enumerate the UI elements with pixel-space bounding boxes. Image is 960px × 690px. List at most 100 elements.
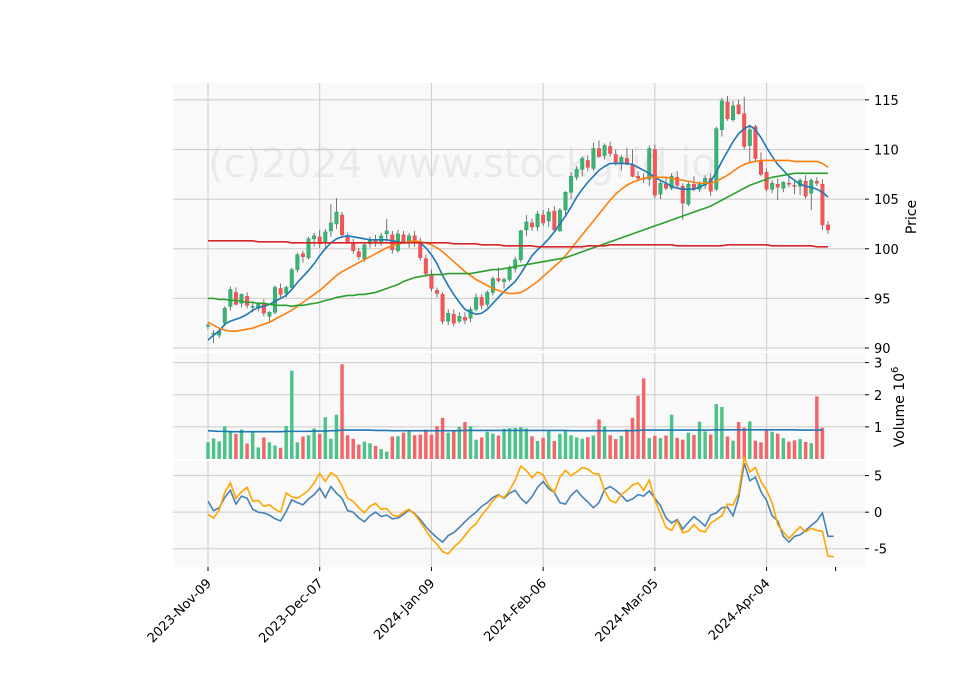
volume-bar — [697, 421, 702, 459]
candle-body — [636, 176, 641, 179]
candle-body — [786, 183, 791, 185]
candle-body — [340, 214, 345, 236]
volume-bar — [798, 439, 802, 459]
volume-bar — [446, 432, 450, 459]
candle-body — [597, 148, 601, 157]
candle-body — [479, 297, 484, 306]
candle-body — [557, 209, 562, 232]
volume-bar — [340, 364, 344, 459]
volume-bar — [558, 433, 562, 459]
volume-bar — [306, 435, 311, 459]
candle-body — [429, 274, 434, 289]
volume-bar — [552, 441, 557, 459]
volume-bar — [217, 441, 221, 459]
oscillator-y-tick-label: 0 — [874, 506, 882, 521]
price-y-tick-label: 100 — [874, 243, 899, 258]
volume-bar — [636, 395, 640, 459]
volume-bar — [519, 427, 523, 459]
price-y-tick-label: 105 — [874, 193, 899, 208]
volume-bar — [284, 425, 288, 459]
candle-body — [384, 230, 389, 235]
oscillator-grid — [173, 461, 865, 567]
x-tick-label: 2024-Apr-04 — [706, 576, 773, 643]
oscillator-y-tick-label: -5 — [874, 543, 887, 558]
candle-body — [457, 316, 462, 322]
price-moving-average-line — [207, 124, 829, 341]
oscillator-lines — [207, 454, 834, 558]
volume-bar — [703, 431, 707, 459]
candle-body — [703, 178, 708, 186]
volume-bar — [619, 435, 624, 459]
volume-bar — [278, 447, 283, 459]
volume-y-tick-label: 1 — [874, 421, 882, 436]
volume-bar — [708, 434, 713, 459]
volume-bar — [546, 430, 551, 459]
candle-body — [295, 254, 300, 270]
volume-bar — [809, 443, 813, 459]
candle-body — [490, 278, 495, 293]
volume-bar — [396, 436, 400, 459]
volume-axis-title: Volume 106 — [890, 367, 908, 448]
candle-body — [714, 128, 719, 190]
candle-body — [535, 213, 540, 228]
candle-body — [206, 324, 210, 327]
volume-bar — [312, 428, 316, 459]
candle-body — [731, 105, 736, 120]
candle-body — [563, 191, 568, 211]
candle-body — [781, 182, 786, 189]
volume-bar — [317, 433, 322, 459]
volume-bar — [658, 438, 663, 459]
candle-body — [423, 258, 428, 274]
oscillator-y-ticks: -5 0 5 — [865, 470, 887, 558]
candle-body — [775, 183, 780, 188]
volume-bar — [507, 428, 512, 459]
candle-body — [608, 146, 613, 154]
volume-bar — [418, 434, 422, 459]
candle-body — [725, 101, 730, 119]
volume-bar — [764, 429, 769, 459]
volume-bars — [206, 364, 825, 459]
candle-body — [239, 294, 244, 304]
candle-body — [345, 236, 350, 243]
candle-body — [502, 279, 507, 282]
volume-bar — [563, 430, 568, 459]
volume-moving-average — [207, 428, 823, 433]
volume-bar — [775, 433, 780, 459]
volume-bar — [329, 438, 333, 459]
volume-bar — [513, 427, 517, 459]
price-grid — [173, 83, 865, 351]
volume-y-ticks: 1 2 3 — [865, 357, 882, 436]
volume-y-tick-label: 3 — [874, 357, 882, 372]
volume-bar — [530, 436, 534, 459]
volume-bar — [234, 433, 238, 459]
volume-bar — [452, 430, 456, 459]
candle-body — [401, 234, 406, 243]
candle-body — [306, 238, 311, 258]
candle-body — [764, 172, 769, 190]
candle-body — [675, 177, 680, 186]
volume-bar — [496, 435, 501, 459]
candle-body — [814, 181, 819, 184]
candle-body — [546, 211, 551, 222]
candle-body — [574, 169, 579, 178]
candle-body — [580, 158, 585, 170]
volume-bar — [625, 429, 629, 459]
candle-body — [652, 149, 657, 196]
volume-bar — [641, 378, 646, 459]
volume-bar — [485, 431, 490, 459]
candle-body — [569, 176, 574, 193]
candle-body — [435, 290, 439, 294]
candle-body — [468, 309, 473, 319]
candle-body — [708, 178, 713, 192]
price-y-tick-label: 115 — [874, 94, 899, 109]
price-y-tick-label: 110 — [874, 144, 899, 159]
volume-bar — [479, 437, 484, 459]
x-tick-label: 2024-Feb-06 — [481, 576, 550, 645]
candle-body — [496, 278, 501, 281]
candle-body — [513, 259, 518, 269]
volume-bar — [223, 426, 227, 459]
volume-bar — [211, 438, 216, 459]
volume-bar — [429, 434, 434, 459]
candle-body — [289, 269, 294, 288]
volume-bar — [295, 442, 300, 459]
